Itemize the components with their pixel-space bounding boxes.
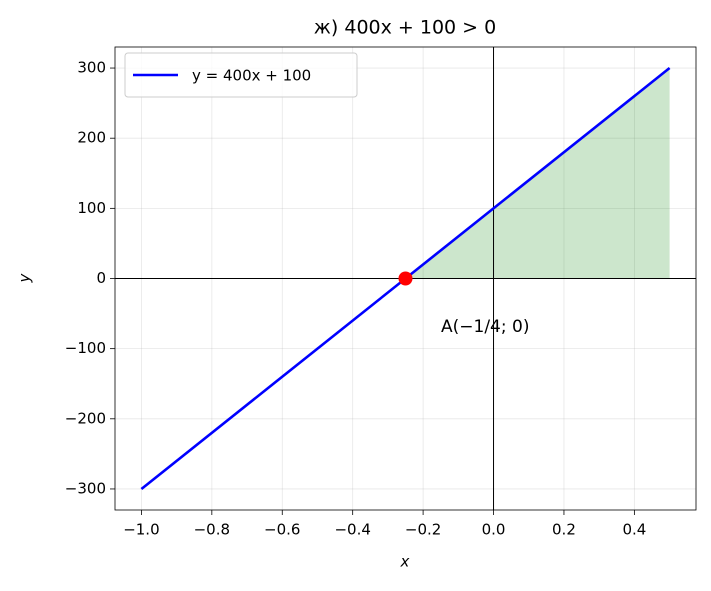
- legend-box: [124, 52, 358, 98]
- chart-title: ж) 400x + 100 > 0: [314, 17, 496, 39]
- point: [398, 271, 413, 286]
- y-tick-label: −300: [65, 479, 106, 497]
- y-tick-label: 300: [77, 59, 106, 77]
- x-tick-label: −0.6: [264, 521, 300, 539]
- y-tick-label: 100: [77, 199, 106, 217]
- x-tick-label: 0.0: [482, 521, 506, 539]
- x-tick-label: 0.4: [622, 521, 646, 539]
- plot-frame: [114, 46, 697, 511]
- x-tick-label: 0.2: [552, 521, 576, 539]
- annotation: A(−1/4; 0): [441, 317, 529, 337]
- y-tick-label: 0: [96, 269, 106, 287]
- x-tick-label: −0.8: [194, 521, 230, 539]
- x-axis-label: x: [400, 553, 410, 571]
- x-tick-label: −0.4: [334, 521, 370, 539]
- x-tick-label: −1.0: [123, 521, 159, 539]
- y-tick-label: −200: [65, 409, 106, 427]
- legend-label: y = 400x + 100: [192, 67, 311, 85]
- y-axis-label: y: [16, 272, 34, 283]
- y-tick-label: −100: [65, 339, 106, 357]
- x-tick-label: −0.2: [405, 521, 441, 539]
- y-tick-label: 200: [77, 129, 106, 147]
